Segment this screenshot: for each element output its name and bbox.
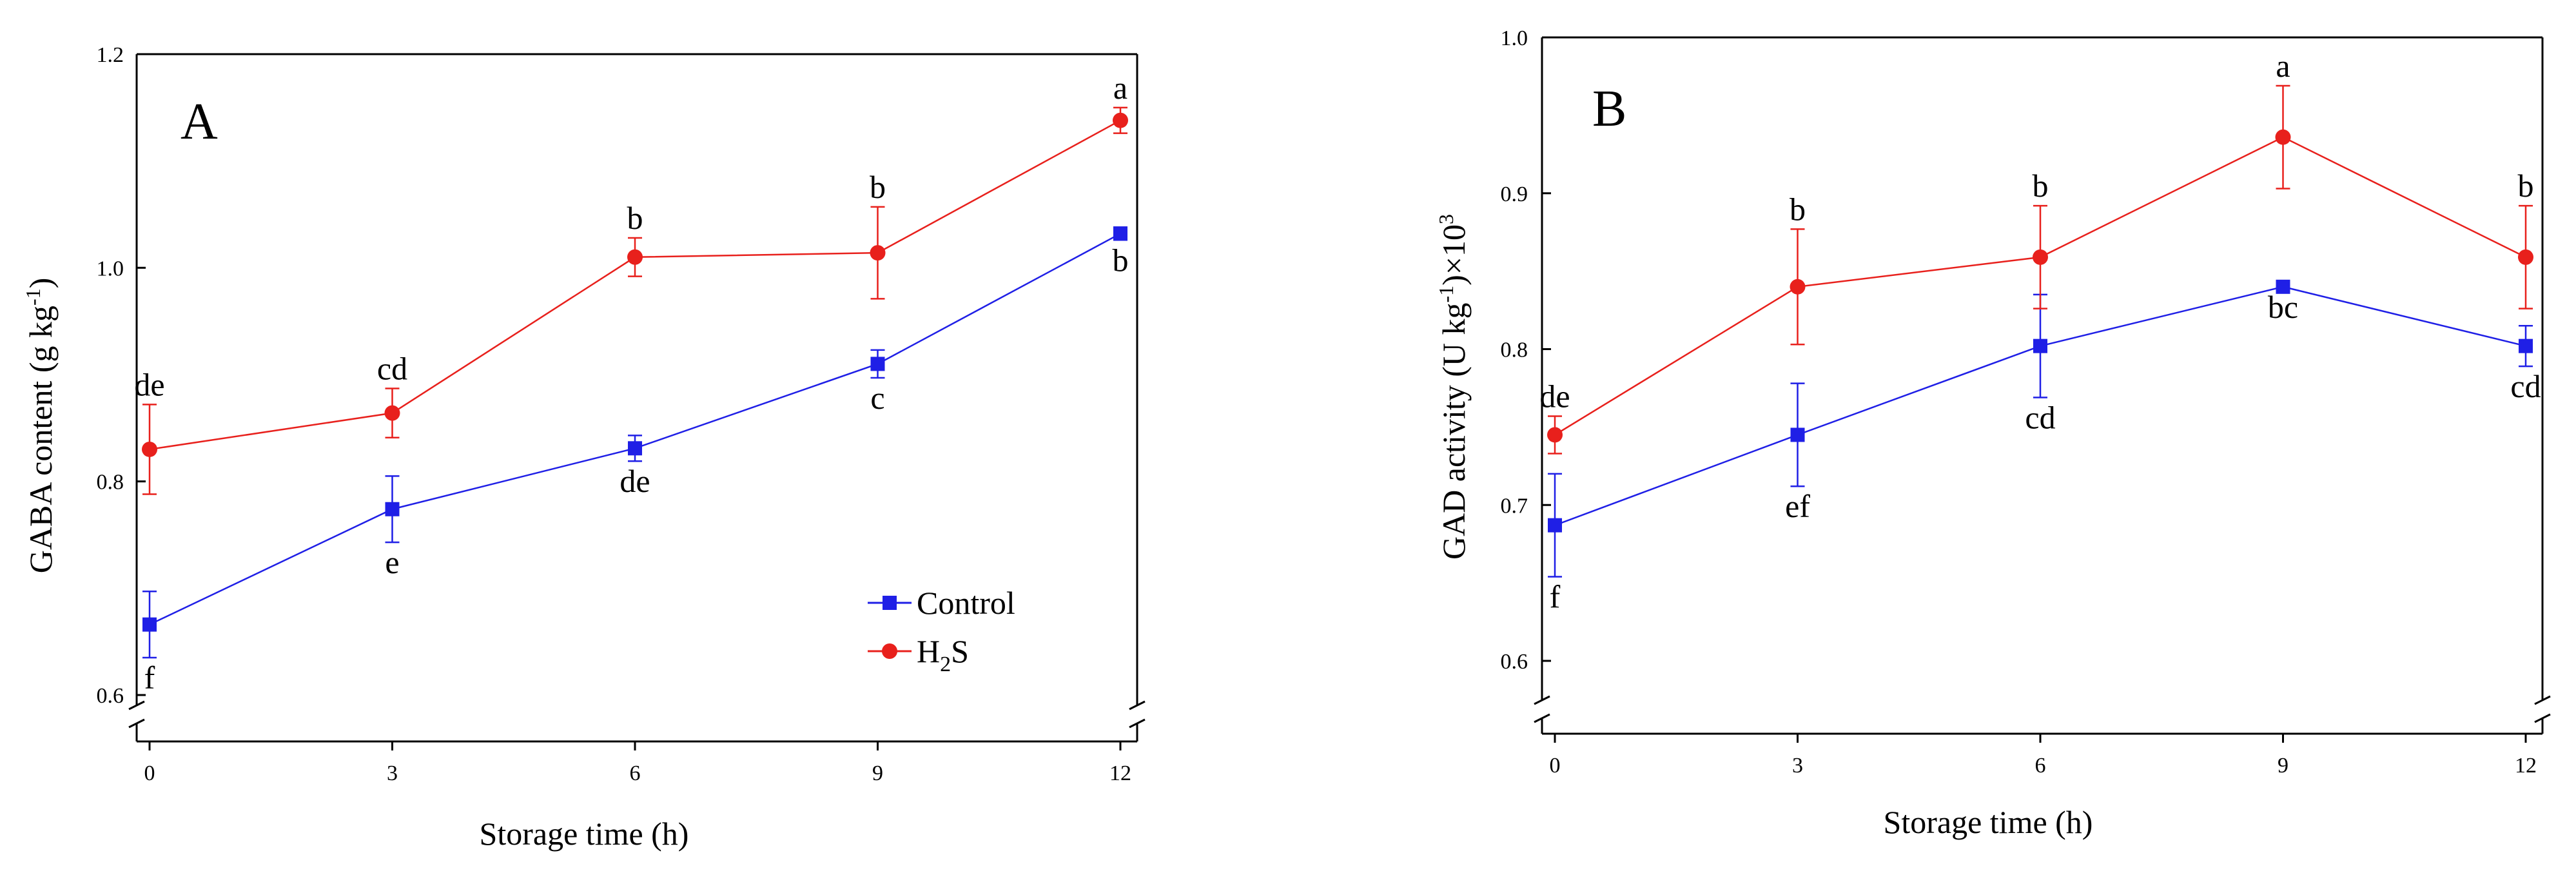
- significance-letter-control-b: ef: [1785, 488, 1810, 524]
- data-point-control-b: [2519, 338, 2533, 353]
- y-axis-title-b-sup2: 3: [1434, 214, 1458, 224]
- panel-label-a: A: [181, 93, 218, 150]
- axis-break-mark-b: [2534, 713, 2551, 723]
- significance-letter-control-b: bc: [2268, 289, 2298, 325]
- y-tick-label-a: 1.2: [97, 43, 124, 67]
- significance-letter-h2s-a: de: [134, 366, 164, 402]
- legend-a: Control H2S: [868, 585, 1015, 676]
- y-axis-title-a-end: ): [23, 278, 59, 289]
- y-axis-title-a-sup: -1: [21, 288, 44, 306]
- y-axis-title-b: GAD activity (U kg-1)×103: [1434, 214, 1472, 560]
- x-tick-label-a: 3: [387, 761, 398, 785]
- data-point-h2s-b: [1547, 427, 1563, 443]
- y-axis-title-b-main: GAD activity (U kg: [1436, 302, 1472, 560]
- data-point-h2s-b: [2518, 249, 2533, 265]
- y-tick-label-b: 0.9: [1501, 182, 1528, 206]
- data-point-h2s-b: [2275, 129, 2291, 145]
- x-tick-label-a: 9: [872, 761, 883, 785]
- legend-label-h2s-end: S: [951, 633, 969, 669]
- legend-label-h2s-main: H: [917, 633, 940, 669]
- series-line-h2s-a: [149, 119, 1121, 451]
- axis-break-mark-b: [2534, 695, 2551, 705]
- data-point-h2s-a: [627, 249, 643, 265]
- x-tick-label-a: 0: [144, 761, 155, 785]
- axis-break-mark-b: [1534, 713, 1550, 723]
- data-point-control-a: [870, 357, 885, 371]
- legend-marker-h2s: [882, 643, 897, 659]
- data-point-h2s-a: [384, 405, 400, 421]
- legend-marker-control: [883, 596, 897, 610]
- data-point-control-b: [1548, 518, 1562, 533]
- y-tick-label-a: 0.6: [97, 684, 124, 708]
- data-point-control-a: [385, 502, 400, 516]
- axis-break-mark-b: [1534, 695, 1550, 705]
- significance-letter-control-a: f: [144, 660, 155, 696]
- x-tick-label-b: 12: [2515, 754, 2537, 778]
- significance-letter-h2s-b: b: [2518, 168, 2534, 204]
- y-axis-title-a: GABA content (g kg-1): [21, 278, 59, 574]
- panel-b: B Storage time (h) GAD activity (U kg-1)…: [1434, 26, 2551, 840]
- y-tick-label-b: 1.0: [1501, 26, 1528, 50]
- data-point-control-b: [2276, 279, 2290, 294]
- data-point-h2s-b: [1790, 279, 1806, 295]
- y-axis-title-b-mid: )×10: [1436, 224, 1472, 286]
- x-tick-label-a: 6: [630, 761, 641, 785]
- legend-label-control: Control: [917, 585, 1015, 621]
- significance-letter-control-b: f: [1550, 578, 1561, 614]
- y-tick-label-b: 0.6: [1501, 650, 1528, 674]
- y-tick-label-a: 0.8: [97, 471, 124, 495]
- legend-label-h2s: H2S: [917, 633, 969, 676]
- data-point-control-a: [142, 617, 157, 632]
- significance-letter-control-a: c: [870, 380, 884, 416]
- y-axis-title-b-sup: -1: [1434, 286, 1458, 303]
- data-point-h2s-a: [870, 245, 886, 261]
- x-axis-title-b: Storage time (h): [1884, 804, 2093, 840]
- x-tick-label-b: 9: [2278, 754, 2288, 778]
- data-point-h2s-b: [2033, 249, 2048, 265]
- y-tick-label-b: 0.8: [1501, 338, 1528, 362]
- data-point-control-a: [1113, 226, 1127, 241]
- significance-letter-h2s-a: b: [627, 200, 643, 236]
- x-tick-label-b: 3: [1792, 754, 1803, 778]
- data-point-control-b: [2033, 338, 2047, 353]
- legend-label-h2s-sub: 2: [940, 652, 951, 676]
- axis-break-mark-a: [128, 718, 145, 729]
- y-tick-label-b: 0.7: [1501, 494, 1528, 518]
- significance-letter-control-a: b: [1113, 242, 1129, 278]
- significance-letter-control-a: e: [385, 544, 399, 580]
- significance-letter-h2s-b: de: [1539, 378, 1570, 414]
- axis-break-mark-a: [1129, 700, 1146, 710]
- axis-break-mark-a: [128, 700, 145, 710]
- y-tick-label-a: 1.0: [97, 257, 124, 280]
- panel-label-b: B: [1592, 81, 1626, 137]
- data-point-h2s-a: [1113, 112, 1128, 128]
- x-tick-label-b: 0: [1550, 754, 1561, 778]
- significance-letter-h2s-a: b: [870, 169, 886, 205]
- data-point-h2s-a: [142, 441, 157, 457]
- data-point-control-a: [628, 441, 642, 456]
- significance-letter-control-b: cd: [2025, 399, 2055, 435]
- panel-a: A Storage time (h) GABA content (g kg-1)…: [21, 43, 1146, 852]
- series-line-control-a: [149, 233, 1121, 625]
- x-tick-label-b: 6: [2035, 754, 2046, 778]
- significance-letter-h2s-b: b: [1790, 191, 1806, 227]
- significance-letter-h2s-b: a: [2276, 48, 2290, 84]
- y-axis-title-a-main: GABA content (g kg: [23, 306, 59, 573]
- significance-letter-h2s-a: cd: [377, 351, 407, 387]
- significance-letter-h2s-b: b: [2033, 168, 2049, 204]
- x-axis-title-a: Storage time (h): [480, 816, 689, 852]
- data-point-control-b: [1790, 427, 1805, 442]
- axis-break-mark-a: [1129, 718, 1146, 729]
- significance-letter-control-b: cd: [2510, 368, 2541, 404]
- significance-letter-h2s-a: a: [1113, 70, 1127, 106]
- x-tick-label-a: 12: [1109, 761, 1131, 785]
- significance-letter-control-a: de: [620, 463, 650, 499]
